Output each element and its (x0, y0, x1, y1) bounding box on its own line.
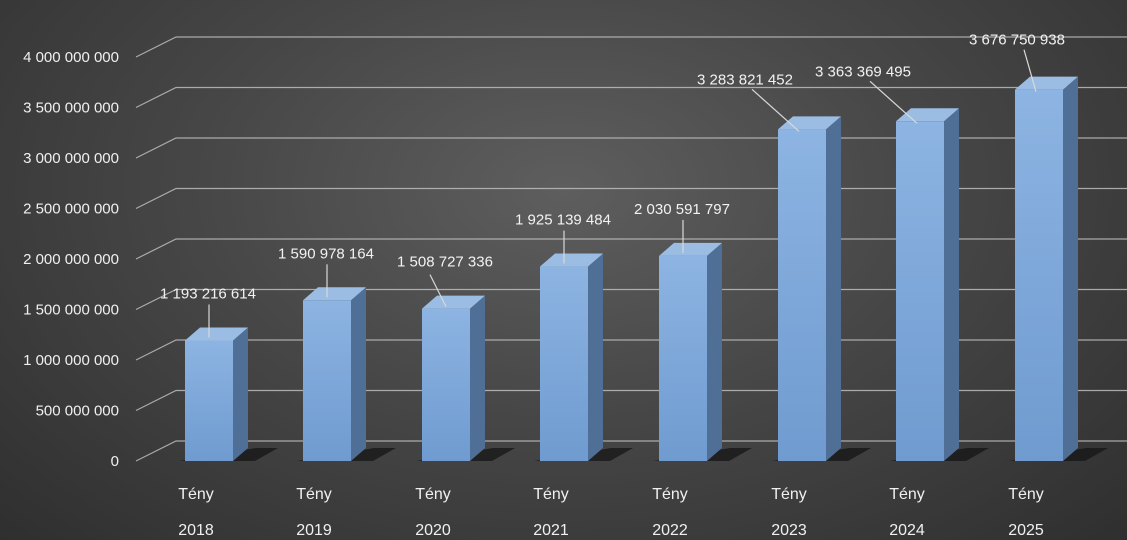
bar (896, 108, 959, 461)
category-line2: 2022 (652, 522, 688, 539)
bar-front (303, 300, 351, 461)
category-line1: Tény (296, 486, 332, 503)
x-axis-categories: Tény 2018 Tény 2019 Tény 2020 Tény 2021 Tény 2022… (178, 486, 1044, 539)
bar (659, 242, 722, 461)
category-label: Tény 2023 (771, 486, 807, 539)
data-label-text: 3 676 750 938 (969, 32, 1065, 49)
y-tick-label: 3 500 000 000 (23, 100, 119, 117)
y-tick-label: 500 000 000 (36, 403, 119, 420)
y-tick-label: 2 500 000 000 (23, 201, 119, 218)
gridline (135, 389, 1127, 412)
category-label: Tény 2025 (1008, 486, 1044, 539)
bar (422, 295, 485, 461)
category-label: Tény 2018 (178, 486, 214, 539)
category-line2: 2018 (178, 522, 214, 539)
bar (540, 253, 603, 461)
bar-side (588, 253, 603, 461)
category-line2: 2025 (1008, 522, 1044, 539)
leader-line (869, 80, 918, 124)
data-label-text: 1 590 978 164 (278, 245, 374, 262)
bar-front (1015, 89, 1063, 461)
data-label: 3 363 369 495 (815, 63, 918, 124)
y-tick-label: 0 (111, 453, 119, 470)
y-tick-label: 3 000 000 000 (23, 150, 119, 167)
category-line1: Tény (415, 486, 451, 503)
bar-top (303, 287, 366, 301)
category-line2: 2020 (415, 522, 451, 539)
leader-line (1023, 49, 1037, 92)
bar (185, 327, 248, 461)
data-label: 2 030 591 797 (634, 201, 730, 253)
data-label-text: 2 030 591 797 (634, 201, 730, 218)
category-label: Tény 2024 (889, 486, 925, 539)
data-label-text: 3 363 369 495 (815, 63, 911, 80)
data-label: 3 283 821 452 (697, 71, 800, 132)
bar (1015, 76, 1078, 461)
bar-top (540, 253, 603, 267)
bar-side (233, 327, 248, 461)
category-line2: 2023 (771, 522, 807, 539)
data-label-text: 3 283 821 452 (697, 71, 793, 88)
y-axis-ticks: 0 500 000 000 1 000 000 000 1 500 000 000 2 … (23, 49, 119, 470)
bars (185, 76, 1078, 461)
data-label-text: 1 925 139 484 (515, 212, 611, 229)
category-label: Tény 2022 (652, 486, 688, 539)
bar-front (540, 266, 588, 461)
category-line1: Tény (533, 486, 569, 503)
gridline (135, 36, 1127, 58)
category-line1: Tény (652, 486, 688, 503)
data-label: 3 676 750 938 (969, 32, 1065, 92)
gridline (135, 86, 1127, 109)
category-line2: 2024 (889, 522, 925, 539)
bar (778, 116, 841, 461)
bar-top (1015, 76, 1078, 90)
bar-side (351, 287, 366, 461)
y-tick-label: 4 000 000 000 (23, 49, 119, 66)
data-label: 1 193 216 614 (160, 285, 256, 338)
y-tick-label: 1 000 000 000 (23, 352, 119, 369)
bar-front (185, 340, 233, 461)
leader-line (429, 274, 447, 307)
bar-front (778, 129, 826, 461)
bar-front (659, 255, 707, 461)
bar-side (1063, 76, 1078, 461)
data-label: 1 925 139 484 (515, 212, 611, 264)
category-label: Tény 2020 (415, 486, 451, 539)
bar-side (707, 242, 722, 461)
gridline (135, 137, 1127, 159)
gridline (135, 187, 1127, 210)
bar-front (896, 121, 944, 461)
bar (303, 287, 366, 461)
bar-side (470, 295, 485, 461)
y-tick-label: 1 500 000 000 (23, 302, 119, 319)
gridlines (135, 36, 1127, 462)
data-label: 1 590 978 164 (278, 245, 374, 298)
category-line2: 2019 (296, 522, 332, 539)
data-label: 1 508 727 336 (397, 254, 493, 307)
bar-side (826, 116, 841, 461)
category-line1: Tény (178, 486, 214, 503)
category-line1: Tény (889, 486, 925, 503)
category-line1: Tény (771, 486, 807, 503)
gridline (135, 288, 1127, 311)
bar-top (659, 242, 722, 256)
y-tick-label: 2 000 000 000 (23, 251, 119, 268)
leader-line (751, 88, 800, 132)
category-line1: Tény (1008, 486, 1044, 503)
bar-front (422, 308, 470, 461)
bar-side (944, 108, 959, 461)
bar-top (185, 327, 248, 341)
data-label-text: 1 508 727 336 (397, 254, 493, 271)
bar-top (422, 295, 485, 309)
data-labels: 1 193 216 614 1 590 978 164 1 508 727 336 1… (160, 32, 1065, 338)
category-label: Tény 2019 (296, 486, 332, 539)
gridline (135, 339, 1127, 361)
data-label-text: 1 193 216 614 (160, 285, 256, 302)
category-label: Tény 2021 (533, 486, 569, 539)
category-line2: 2021 (533, 522, 569, 539)
